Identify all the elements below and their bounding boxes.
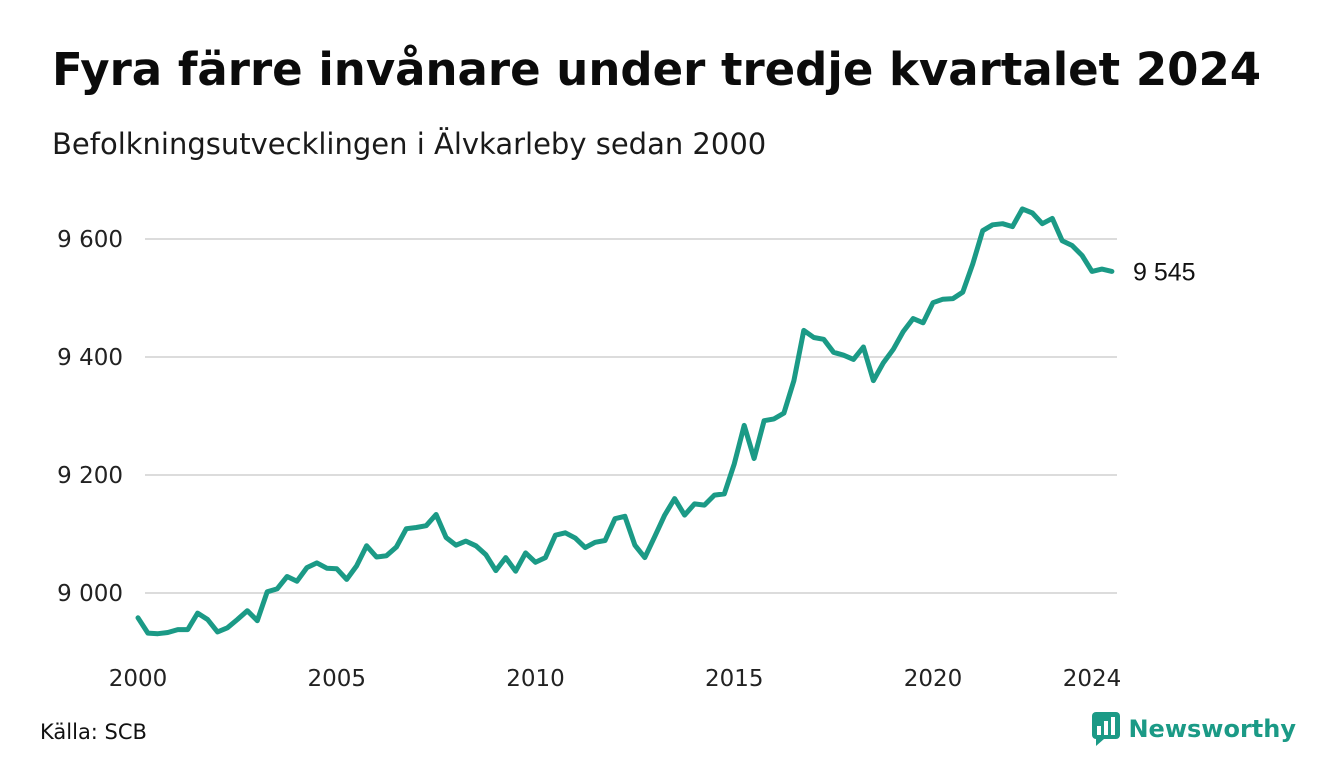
y-axis-tick-labels: 9 000 9 200 9 400 9 600: [57, 227, 123, 607]
x-tick-label: 2000: [109, 666, 168, 692]
chart-subtitle: Befolkningsutvecklingen i Älvkarleby sed…: [52, 127, 767, 161]
x-tick-label: 2015: [705, 666, 764, 692]
series-layer: [135, 206, 1115, 637]
end-value-label: 9 545: [1133, 258, 1196, 286]
y-tick-label: 9 400: [57, 345, 123, 371]
x-axis-tick-labels: 2000 2005 2010 2015 2020 2024: [109, 666, 1122, 692]
series-line: [135, 206, 1115, 637]
y-tick-label: 9 000: [57, 581, 123, 607]
x-tick-label: 2005: [307, 666, 366, 692]
end-label-layer: 9 545: [1133, 258, 1196, 286]
x-tick-label: 2024: [1063, 666, 1122, 692]
newsworthy-logo-icon: [1092, 712, 1121, 746]
brand-name: Newsworthy: [1128, 715, 1296, 743]
y-tick-label: 9 600: [57, 227, 123, 253]
y-tick-label: 9 200: [57, 463, 123, 489]
chart-title: Fyra färre invånare under tredje kvartal…: [52, 43, 1262, 96]
source-note: Källa: SCB: [40, 720, 147, 744]
x-tick-label: 2020: [904, 666, 963, 692]
x-tick-label: 2010: [506, 666, 565, 692]
brand-logo[interactable]: Newsworthy: [1092, 712, 1296, 746]
gridlines: [145, 238, 1117, 594]
